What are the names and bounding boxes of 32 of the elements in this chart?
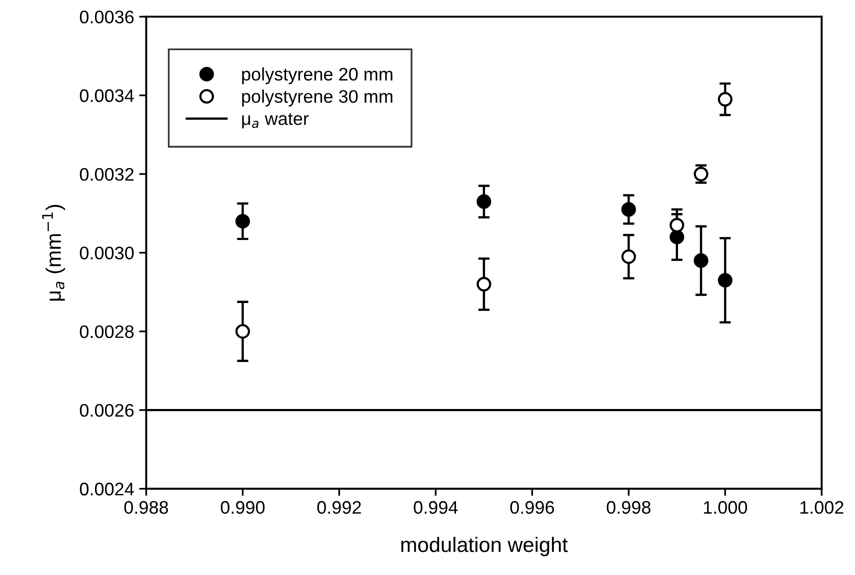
point: [621, 249, 636, 264]
point: [718, 92, 732, 107]
x-tick-label: 1.000: [704, 501, 748, 514]
y-tick-label: 0.0030: [80, 246, 134, 260]
x-tick-label: 0.994: [414, 501, 458, 514]
legend-label: polystyrene 20 mm: [242, 67, 392, 84]
x-tick-label: 0.996: [510, 501, 554, 514]
y-tick-label: 0.0028: [80, 325, 134, 338]
x-tick-label: 0.990: [220, 501, 265, 514]
y-tick-label: 0.0036: [80, 10, 134, 24]
y-tick-label: 0.0032: [80, 168, 134, 181]
point: [670, 218, 684, 232]
point: [694, 253, 708, 268]
point: [476, 276, 492, 292]
legend-label: μ$_{a}$ water: [242, 113, 309, 128]
y-axis-title: μ$_{a}$ (mm$^{−1}$): [42, 204, 66, 301]
x-tick-label: 1.002: [800, 501, 844, 514]
point: [476, 194, 492, 209]
y-tick-label: 0.0026: [80, 404, 134, 417]
point: [621, 202, 636, 217]
x-tick-label: 0.998: [606, 501, 650, 514]
point: [718, 272, 732, 288]
y-tick-label: 0.0034: [80, 89, 134, 102]
x-tick-label: 0.992: [317, 501, 361, 514]
point: [235, 324, 250, 339]
y-tick-label: 0.0024: [80, 482, 134, 496]
x-tick-label: 0.988: [124, 501, 168, 514]
point: [235, 214, 250, 229]
point: [670, 230, 684, 244]
point: [694, 166, 708, 182]
x-axis-title: modulation weight: [401, 536, 568, 556]
legend-label: polystyrene 30 mm: [242, 90, 392, 106]
